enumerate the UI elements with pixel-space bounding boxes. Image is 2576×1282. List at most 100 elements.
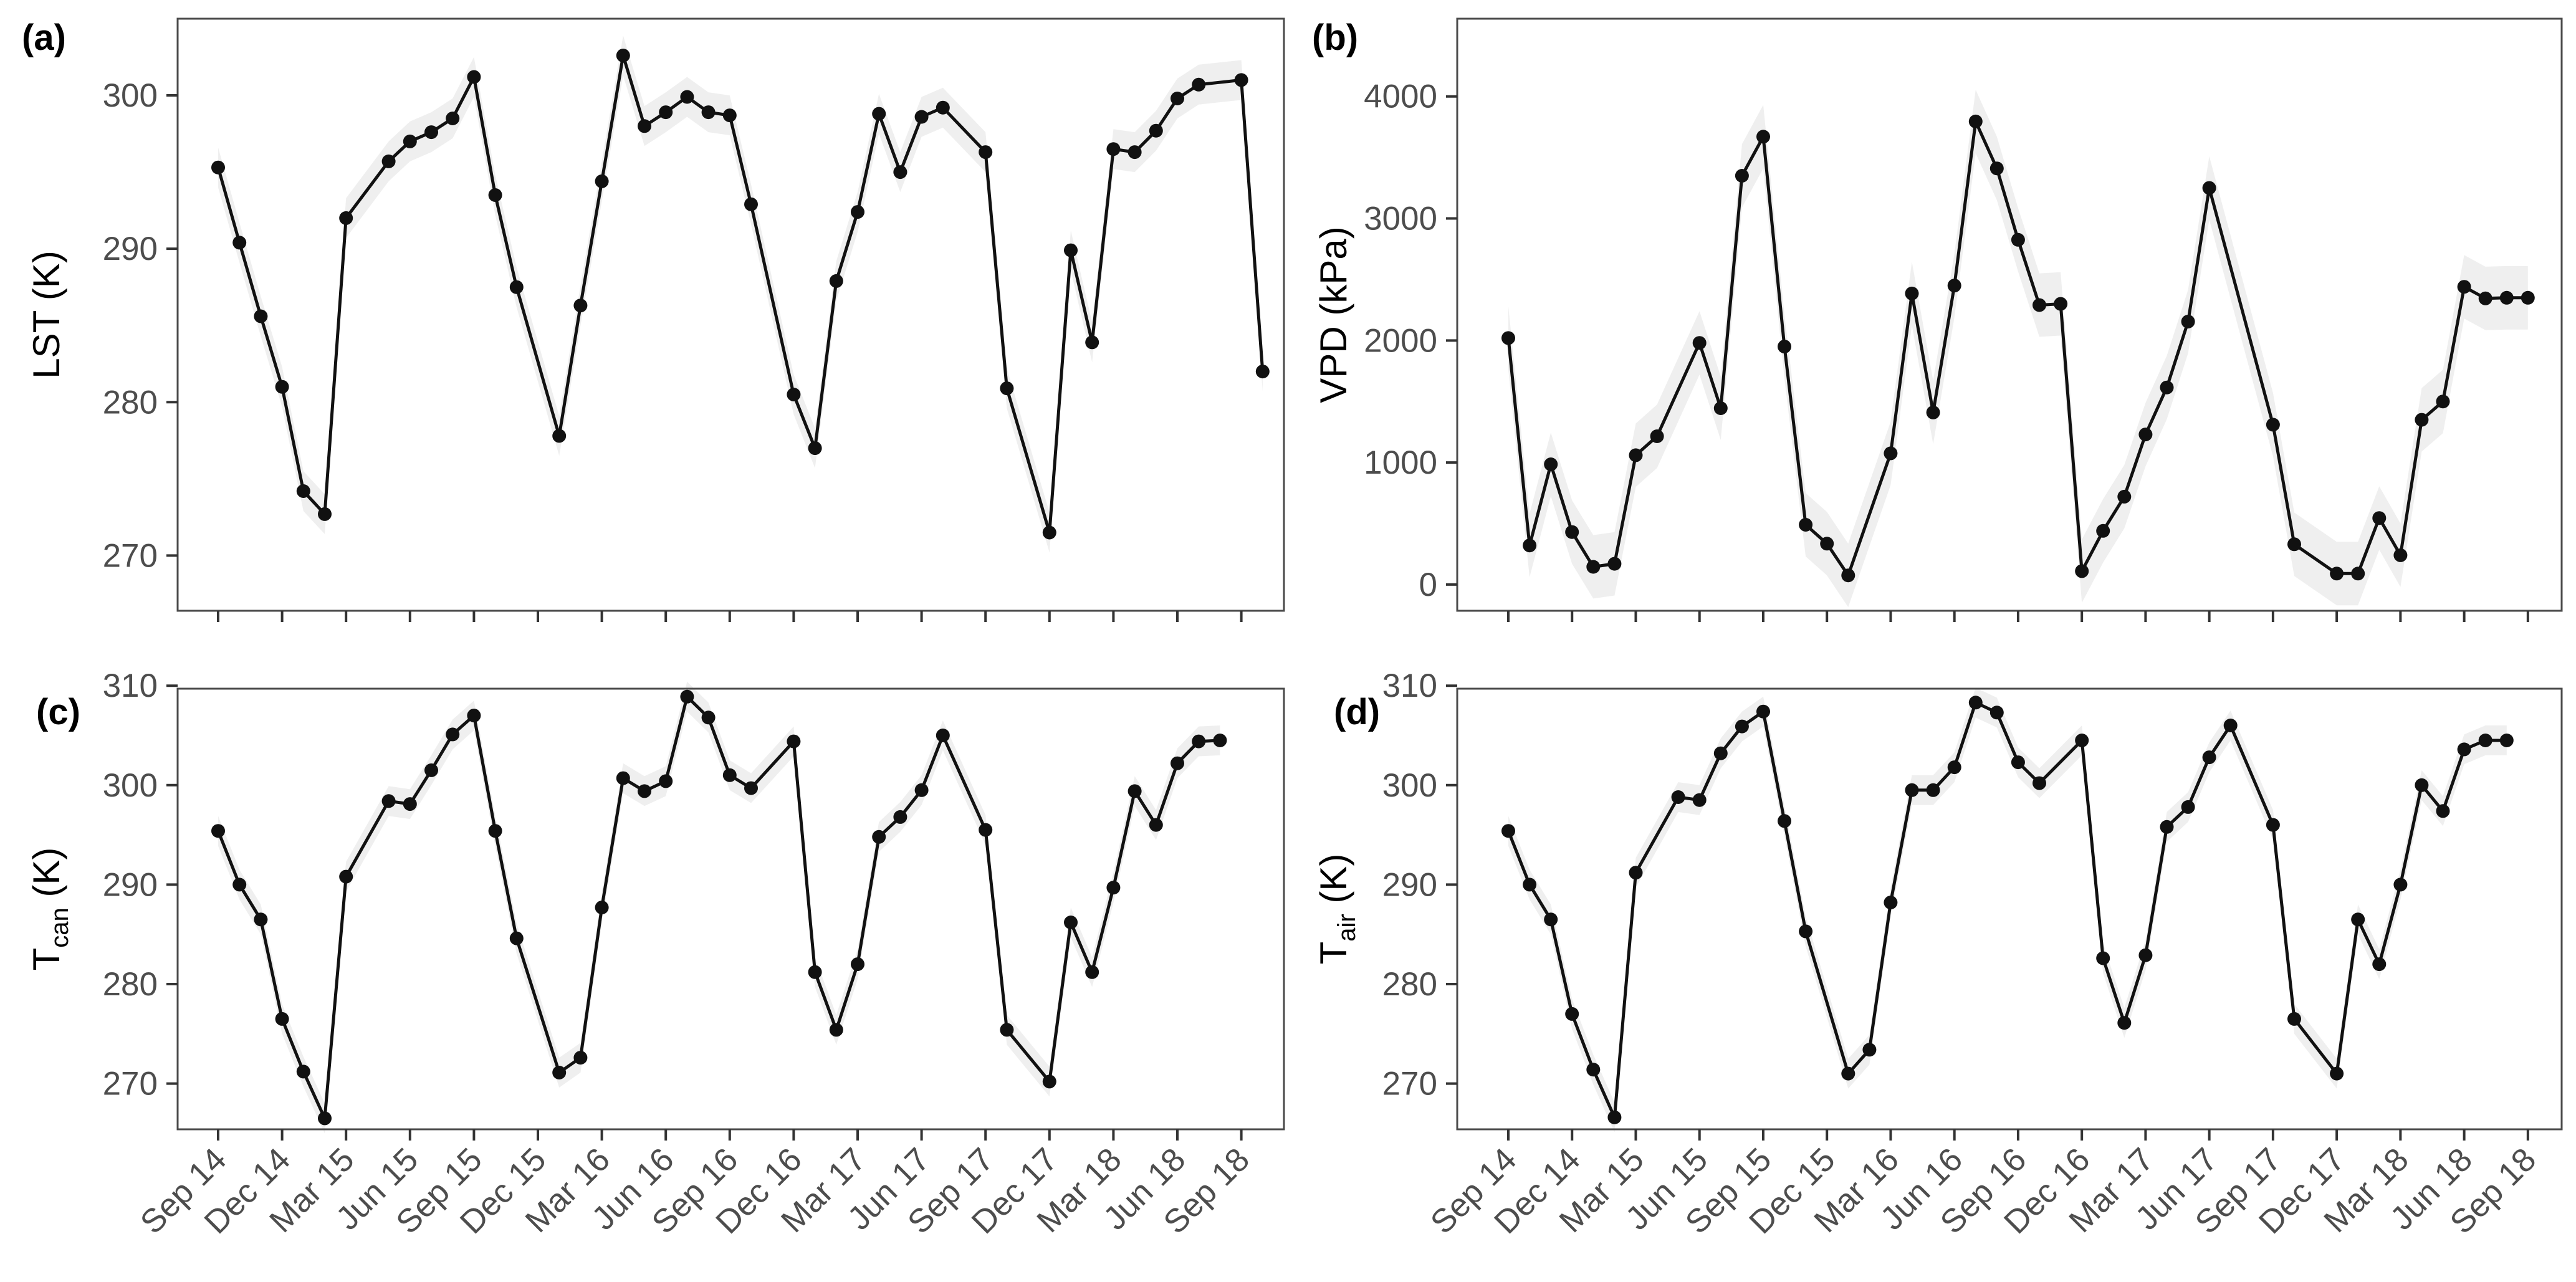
data-point xyxy=(2075,734,2089,747)
data-point xyxy=(2117,1016,2132,1030)
data-point xyxy=(1171,92,1184,105)
data-point xyxy=(1713,401,1728,415)
data-point xyxy=(1756,130,1770,144)
data-point xyxy=(1192,77,1206,92)
data-point xyxy=(2033,776,2046,790)
y-tick-label: 3000 xyxy=(1364,201,1437,237)
data-point xyxy=(467,709,481,723)
data-point xyxy=(1128,145,1142,160)
data-point xyxy=(2457,280,2471,294)
data-point xyxy=(787,388,801,401)
confidence-ribbon xyxy=(1508,687,2507,1132)
y-tick-label: 300 xyxy=(1382,767,1437,804)
data-point xyxy=(2478,734,2492,747)
data-point xyxy=(722,768,737,782)
data-point xyxy=(2138,428,2153,442)
data-point xyxy=(2096,524,2110,538)
data-point xyxy=(381,794,396,808)
data-point xyxy=(936,729,950,742)
data-point xyxy=(893,165,907,179)
data-point xyxy=(1884,446,1898,461)
data-point xyxy=(2033,298,2046,312)
data-point xyxy=(2393,548,2408,562)
y-axis-title: VPD (kPa) xyxy=(1313,226,1354,403)
data-point xyxy=(2287,1012,2301,1026)
data-point xyxy=(2223,719,2238,732)
panel-letter: (c) xyxy=(36,692,80,732)
data-point xyxy=(2415,778,2429,792)
y-tick-label: 0 xyxy=(1419,567,1437,603)
data-point xyxy=(1778,814,1791,828)
data-point xyxy=(979,823,993,837)
data-point xyxy=(2011,755,2025,770)
data-point xyxy=(1735,719,1749,734)
data-point xyxy=(1820,537,1834,551)
panel-b: 0 1000 2000 3000 4000(b) VPD (kPa) xyxy=(1312,17,2563,622)
data-point xyxy=(446,112,460,125)
data-point xyxy=(1735,169,1749,183)
data-point xyxy=(2202,750,2216,765)
data-point xyxy=(254,309,268,323)
data-point xyxy=(1544,912,1558,927)
data-point xyxy=(1149,123,1163,138)
data-point xyxy=(1968,114,1983,128)
y-tick-label: 290 xyxy=(1382,866,1437,903)
data-point xyxy=(1149,818,1163,832)
data-point xyxy=(2266,818,2280,832)
data-point xyxy=(2436,804,2450,818)
data-point xyxy=(1234,73,1248,87)
y-tick-label: 300 xyxy=(103,77,158,114)
data-point xyxy=(2138,948,2153,962)
data-point xyxy=(232,236,247,250)
data-point xyxy=(1523,878,1537,892)
data-point xyxy=(2499,734,2514,747)
data-point xyxy=(787,734,801,749)
data-point xyxy=(339,869,353,884)
data-point xyxy=(2393,878,2408,892)
data-point xyxy=(1085,965,1099,979)
data-point xyxy=(446,727,460,742)
data-point xyxy=(1650,429,1664,443)
data-point xyxy=(275,1012,289,1026)
data-point xyxy=(1064,916,1078,929)
data-point xyxy=(1671,790,1685,804)
data-point xyxy=(1128,784,1142,798)
data-point xyxy=(2160,820,2174,834)
confidence-ribbon xyxy=(1508,90,2528,608)
data-point xyxy=(2096,951,2110,965)
data-point xyxy=(211,160,225,175)
data-point xyxy=(638,119,651,133)
panel-letter: (a) xyxy=(22,17,66,58)
y-tick-label: 270 xyxy=(1382,1066,1437,1103)
data-point xyxy=(1586,1063,1601,1077)
data-point xyxy=(2117,489,2132,504)
data-point xyxy=(680,90,694,104)
data-point xyxy=(488,188,502,202)
panel-a: 270 280 290 300 (a) LST (K) xyxy=(22,17,1285,622)
data-point xyxy=(2457,742,2471,757)
data-line xyxy=(1506,701,2509,1119)
data-point xyxy=(1968,696,1983,710)
y-tick-label: 310 xyxy=(1382,667,1437,704)
data-point xyxy=(1607,557,1622,571)
data-point xyxy=(1501,331,1515,345)
data-point xyxy=(2181,800,2195,814)
y-tick-label: 280 xyxy=(1382,966,1437,1003)
data-point xyxy=(1213,734,1227,747)
data-point xyxy=(872,830,886,844)
data-point xyxy=(1692,336,1707,350)
y-tick-label: 270 xyxy=(103,537,158,574)
y-tick-label: 1000 xyxy=(1364,444,1437,481)
data-point xyxy=(1905,783,1919,797)
data-point xyxy=(2415,413,2429,427)
data-point xyxy=(744,781,758,795)
panel-border xyxy=(1456,17,2563,612)
data-point xyxy=(211,824,225,838)
y-axis-title: Tcan (K) xyxy=(26,848,74,971)
data-point xyxy=(296,1064,310,1079)
data-point xyxy=(1501,824,1515,838)
data-point xyxy=(701,710,716,725)
